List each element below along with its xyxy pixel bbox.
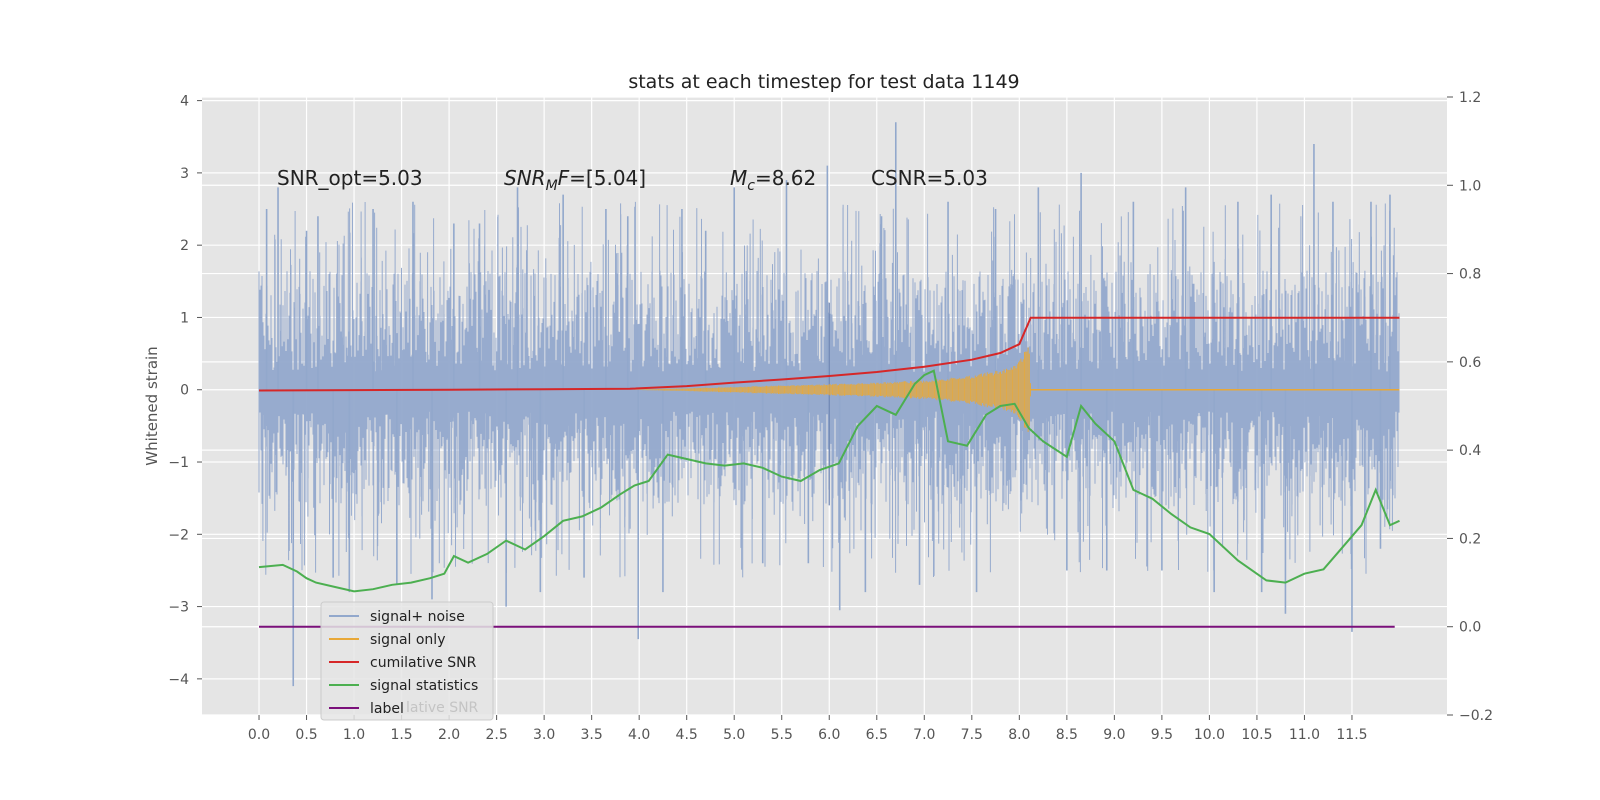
x-tick-label: 9.0 xyxy=(1103,727,1125,743)
y-tick-label: 3 xyxy=(180,166,189,182)
x-tick-label: 3.0 xyxy=(533,727,555,743)
cumulative-snr-line xyxy=(258,316,1400,392)
x-tick-label: 2.0 xyxy=(438,727,460,743)
y-tick-label: −2 xyxy=(168,527,189,543)
legend-ghost-text: lative SNR xyxy=(406,700,479,716)
snr-opt-annotation: SNR_opt=5.03 xyxy=(277,166,423,190)
snr-mf-annotation: SNRMF=[5.04] xyxy=(504,166,646,194)
legend-label: signal only xyxy=(370,632,445,648)
y2-tick-label: 0.6 xyxy=(1459,355,1481,371)
x-tick-label: 8.5 xyxy=(1056,727,1078,743)
x-tick-label: 0.5 xyxy=(295,727,317,743)
x-tick-label: 11.5 xyxy=(1336,727,1367,743)
csnr-annotation: CSNR=5.03 xyxy=(871,166,988,190)
x-tick-label: 11.0 xyxy=(1289,727,1320,743)
x-tick-label: 8.0 xyxy=(1008,727,1030,743)
annotations: SNR_opt=5.03 SNRMF=[5.04] Mc=8.62 CSNR=5… xyxy=(277,166,988,194)
chart-title: stats at each timestep for test data 114… xyxy=(628,71,1019,93)
y2-tick-label: 0.0 xyxy=(1459,620,1481,636)
x-tick-label: 7.5 xyxy=(961,727,983,743)
x-tick-label: 1.5 xyxy=(390,727,412,743)
x-tick-label: 10.0 xyxy=(1194,727,1225,743)
axes: 0.0 0.5 1.0 1.5 2.0 2.5 3.0 3.5 4.0 4.5 5.0 5.5 6.0 6… xyxy=(168,90,1493,743)
legend-label: cumilative SNR xyxy=(370,655,477,671)
y2-tick-label: 0.4 xyxy=(1459,443,1481,459)
x-tick-label: 6.0 xyxy=(818,727,840,743)
y-tick-label: −1 xyxy=(168,455,189,471)
legend-label: label xyxy=(370,701,404,717)
x-tick-label: 7.0 xyxy=(913,727,935,743)
signal-chirp xyxy=(630,347,1031,432)
y2-tick-label: 0.2 xyxy=(1459,531,1481,547)
y-tick-label: 0 xyxy=(180,383,189,399)
y-tick-label: 2 xyxy=(180,238,189,254)
x-tick-label: 1.0 xyxy=(343,727,365,743)
y2-tick-label: 1.0 xyxy=(1459,178,1481,194)
x-tick-label: 5.0 xyxy=(723,727,745,743)
y2-tick-label: −0.2 xyxy=(1459,708,1493,724)
y-axis-label: Whitened strain xyxy=(143,346,161,465)
x-tick-label: 6.5 xyxy=(866,727,888,743)
x-tick-label: 9.5 xyxy=(1151,727,1173,743)
x-tick-label: 2.5 xyxy=(485,727,507,743)
y2-tick-label: 0.8 xyxy=(1459,267,1481,283)
x-tick-label: 4.5 xyxy=(676,727,698,743)
y-tick-label: −3 xyxy=(168,600,189,616)
y-tick-label: 1 xyxy=(180,310,189,326)
x-tick-label: 0.0 xyxy=(248,727,270,743)
legend-label: signal+ noise xyxy=(370,609,465,625)
x-tick-label: 5.5 xyxy=(771,727,793,743)
x-tick-label: 10.5 xyxy=(1241,727,1272,743)
y-tick-label: −4 xyxy=(168,672,189,688)
signal-only-series xyxy=(630,347,1400,432)
legend-label: signal statistics xyxy=(370,678,478,694)
x-tick-label: 3.5 xyxy=(581,727,603,743)
y-tick-label: 4 xyxy=(180,94,189,110)
signal-noise-series xyxy=(258,122,1400,687)
signal-statistics-line xyxy=(258,369,1400,593)
legend-box xyxy=(320,601,494,721)
y2-tick-label: 1.2 xyxy=(1459,90,1481,106)
chirp-mass-annotation: Mc=8.62 xyxy=(730,166,816,194)
x-tick-label: 4.0 xyxy=(628,727,650,743)
legend: lative SNR signal+ noise signal only cumila… xyxy=(320,601,494,721)
